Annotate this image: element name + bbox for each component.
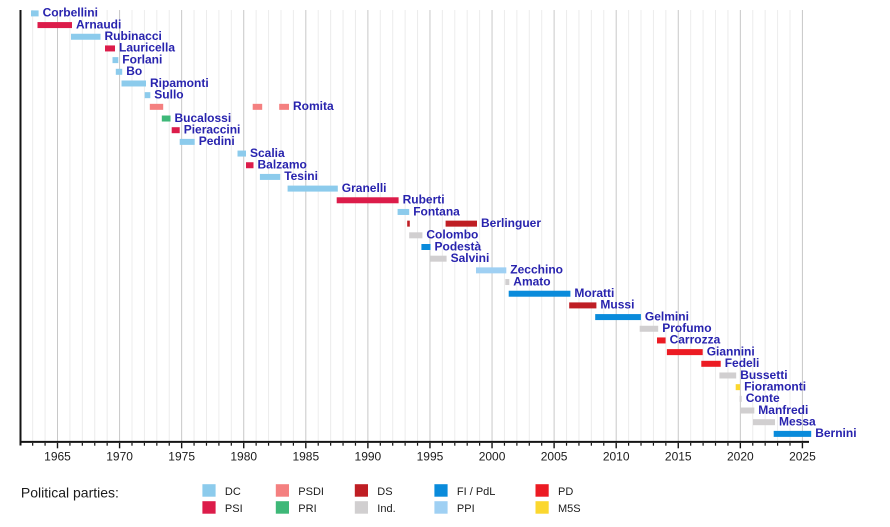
- svg-text:Tesini: Tesini: [284, 169, 318, 183]
- svg-text:Fontana: Fontana: [413, 204, 460, 218]
- svg-text:Political parties:: Political parties:: [21, 485, 119, 501]
- svg-text:Forlani: Forlani: [122, 52, 162, 66]
- svg-text:Moratti: Moratti: [574, 286, 614, 300]
- svg-text:2020: 2020: [727, 450, 754, 464]
- svg-text:Bussetti: Bussetti: [740, 368, 787, 382]
- svg-text:Granelli: Granelli: [342, 181, 387, 195]
- svg-text:2010: 2010: [603, 450, 630, 464]
- svg-text:Pieraccini: Pieraccini: [184, 123, 241, 137]
- svg-text:1975: 1975: [168, 450, 195, 464]
- svg-text:Messa: Messa: [779, 415, 816, 429]
- svg-text:1995: 1995: [417, 450, 444, 464]
- svg-text:1980: 1980: [230, 450, 257, 464]
- svg-text:M5S: M5S: [558, 503, 581, 515]
- svg-text:Romita: Romita: [293, 99, 334, 113]
- svg-text:Bucalossi: Bucalossi: [175, 111, 232, 125]
- svg-text:Scalia: Scalia: [250, 146, 285, 160]
- svg-text:Salvini: Salvini: [451, 251, 490, 265]
- svg-text:Amato: Amato: [513, 274, 550, 288]
- svg-text:2005: 2005: [541, 450, 568, 464]
- svg-text:Fedeli: Fedeli: [725, 356, 760, 370]
- svg-text:Giannini: Giannini: [707, 344, 755, 358]
- svg-text:Carrozza: Carrozza: [670, 333, 721, 347]
- svg-text:Colombo: Colombo: [426, 228, 478, 242]
- svg-text:Zecchino: Zecchino: [510, 263, 563, 277]
- svg-text:Arnaudi: Arnaudi: [76, 17, 121, 31]
- svg-text:Ind.: Ind.: [377, 503, 395, 515]
- svg-text:2000: 2000: [479, 450, 506, 464]
- svg-text:Ruberti: Ruberti: [403, 193, 445, 207]
- svg-text:2015: 2015: [665, 450, 692, 464]
- svg-text:1990: 1990: [355, 450, 382, 464]
- svg-text:Profumo: Profumo: [662, 321, 711, 335]
- svg-text:PSI: PSI: [225, 503, 243, 515]
- svg-text:Corbellini: Corbellini: [43, 6, 98, 20]
- svg-text:Balzamo: Balzamo: [258, 158, 307, 172]
- svg-text:FI / PdL: FI / PdL: [457, 486, 496, 498]
- svg-text:Gelmini: Gelmini: [645, 309, 689, 323]
- svg-text:Bo: Bo: [126, 64, 142, 78]
- svg-text:PRI: PRI: [298, 503, 316, 515]
- svg-text:Bernini: Bernini: [815, 426, 856, 440]
- svg-text:1970: 1970: [106, 450, 133, 464]
- svg-text:1965: 1965: [44, 450, 71, 464]
- svg-text:Berlinguer: Berlinguer: [481, 216, 541, 230]
- svg-text:Podestà: Podestà: [435, 239, 482, 253]
- svg-text:DS: DS: [377, 486, 392, 498]
- svg-text:PD: PD: [558, 486, 573, 498]
- svg-text:Manfredi: Manfredi: [758, 403, 808, 417]
- svg-text:1985: 1985: [292, 450, 319, 464]
- svg-text:PPI: PPI: [457, 503, 475, 515]
- svg-text:DC: DC: [225, 486, 241, 498]
- svg-text:Rubinacci: Rubinacci: [105, 29, 162, 43]
- svg-text:Ripamonti: Ripamonti: [150, 76, 209, 90]
- svg-text:Pedini: Pedini: [199, 134, 235, 148]
- svg-text:PSDI: PSDI: [298, 486, 324, 498]
- svg-text:Lauricella: Lauricella: [119, 41, 175, 55]
- svg-text:Conte: Conte: [746, 391, 780, 405]
- svg-text:Mussi: Mussi: [600, 298, 634, 312]
- svg-text:Fioramonti: Fioramonti: [744, 379, 806, 393]
- svg-text:2025: 2025: [789, 450, 816, 464]
- svg-text:Sullo: Sullo: [154, 87, 183, 101]
